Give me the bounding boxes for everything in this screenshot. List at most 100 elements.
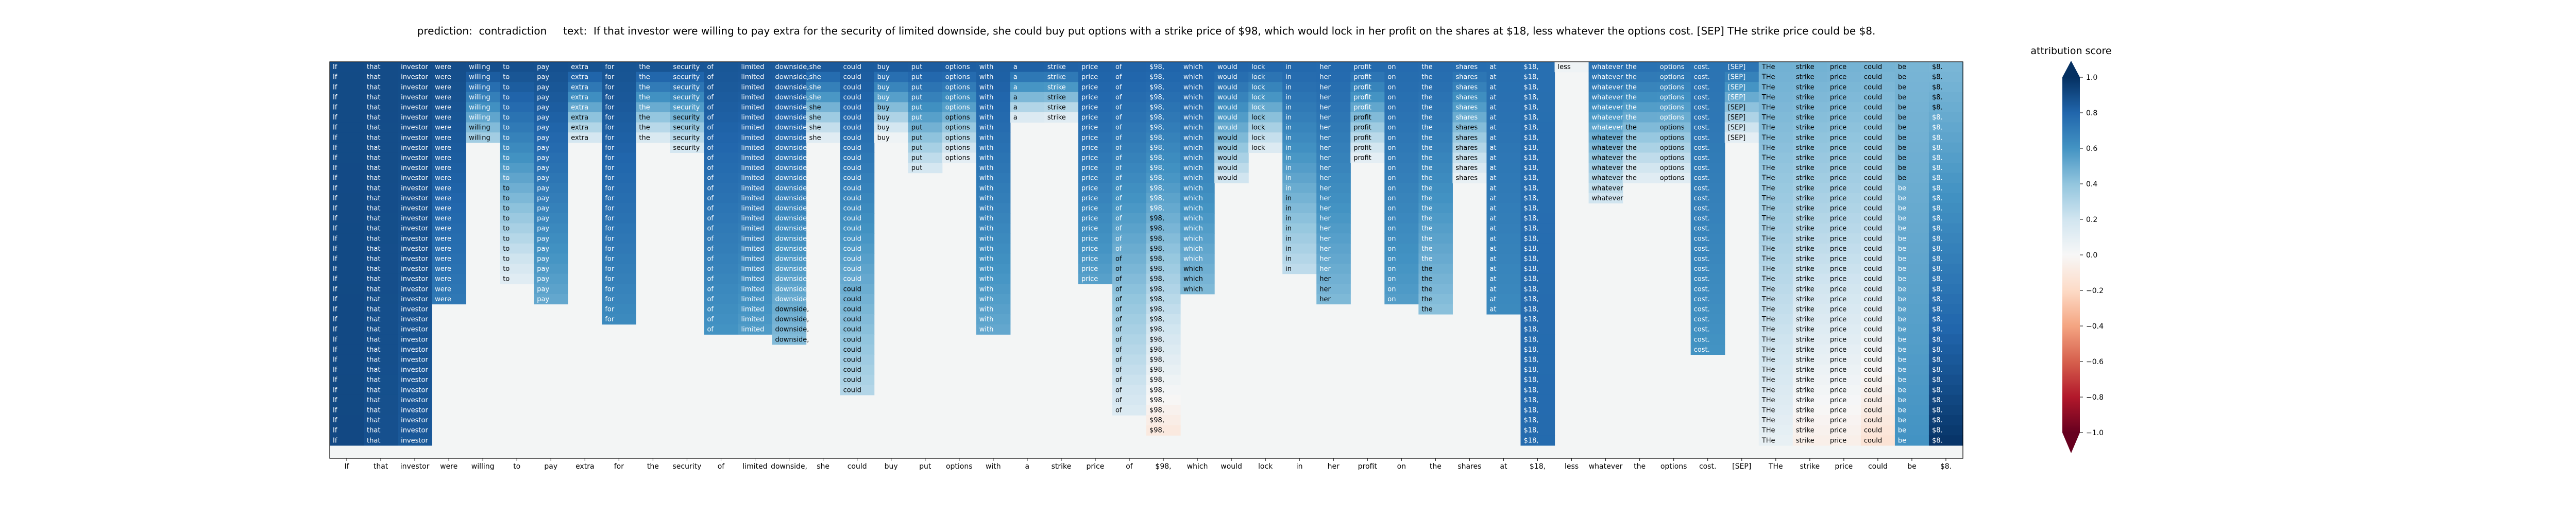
cell-token-label: could bbox=[843, 366, 861, 374]
heatmap-cell bbox=[398, 203, 432, 214]
cell-token-label: If bbox=[333, 265, 337, 273]
cell-token-label: could bbox=[1864, 144, 1882, 152]
cell-token-label: would bbox=[1217, 104, 1238, 112]
heatmap-cell bbox=[738, 173, 773, 183]
cell-token-label: THe bbox=[1761, 407, 1775, 415]
heatmap-cell bbox=[330, 152, 364, 163]
cell-token-label: whatever bbox=[1592, 164, 1624, 172]
cell-token-label: could bbox=[843, 63, 861, 71]
cell-token-label: at bbox=[1489, 83, 1496, 91]
x-tick-label: THe bbox=[1768, 462, 1783, 471]
cell-token-label: limited bbox=[741, 205, 765, 213]
cell-token-label: downside, bbox=[775, 63, 809, 71]
cell-token-label: the bbox=[1626, 104, 1637, 112]
cell-token-label: strike bbox=[1796, 276, 1815, 283]
heatmap-cell bbox=[330, 82, 364, 93]
cell-token-label: which bbox=[1183, 215, 1203, 222]
cell-token-label: the bbox=[1421, 276, 1432, 283]
cell-token-label: $8. bbox=[1932, 235, 1943, 243]
cell-token-label: with bbox=[979, 276, 994, 283]
heatmap-cell bbox=[602, 314, 636, 325]
cell-token-label: were bbox=[435, 104, 451, 112]
x-tick-label: security bbox=[672, 462, 701, 471]
cell-token-label: $18, bbox=[1523, 114, 1538, 122]
cell-token-label: at bbox=[1489, 296, 1496, 303]
cell-token-label: the bbox=[1421, 175, 1432, 182]
cell-token-label: limited bbox=[741, 63, 765, 71]
cell-token-label: the bbox=[1626, 124, 1637, 132]
cell-token-label: THe bbox=[1761, 164, 1775, 172]
heatmap-cell bbox=[330, 394, 364, 405]
cell-token-label: the bbox=[1421, 154, 1432, 162]
cell-token-label: at bbox=[1489, 276, 1496, 283]
cell-token-label: could bbox=[1864, 225, 1882, 233]
cell-token-label: the bbox=[1421, 235, 1432, 243]
cell-token-label: she bbox=[809, 114, 821, 122]
heatmap-cell bbox=[432, 62, 466, 73]
cell-token-label: cost. bbox=[1694, 94, 1710, 101]
cell-token-label: the bbox=[639, 134, 650, 142]
cell-token-label: $98, bbox=[1149, 376, 1164, 384]
cell-token-label: price bbox=[1830, 63, 1846, 71]
heatmap-cell bbox=[330, 132, 364, 143]
cell-token-label: buy bbox=[877, 83, 890, 91]
heatmap-cell bbox=[738, 314, 773, 325]
cell-token-label: security bbox=[673, 104, 700, 112]
heatmap-cell bbox=[840, 365, 875, 375]
heatmap-cell bbox=[772, 304, 807, 315]
heatmap-cell bbox=[364, 294, 398, 304]
cell-token-label: $98, bbox=[1149, 215, 1164, 222]
cell-token-label: extra bbox=[571, 134, 588, 142]
chart-title: prediction: contradiction text: If that … bbox=[330, 0, 1963, 62]
cell-token-label: at bbox=[1489, 164, 1496, 172]
cell-token-label: THe bbox=[1761, 346, 1775, 354]
cell-token-label: were bbox=[435, 74, 451, 81]
heatmap-cell bbox=[908, 142, 943, 153]
cell-token-label: be bbox=[1898, 356, 1906, 364]
cell-token-label: $98, bbox=[1149, 63, 1164, 71]
cell-token-label: pay bbox=[537, 94, 549, 101]
cell-token-label: downside, bbox=[775, 195, 809, 202]
cell-token-label: on bbox=[1387, 225, 1396, 233]
heatmap-cell bbox=[772, 243, 807, 254]
cell-token-label: shares bbox=[1455, 164, 1478, 172]
cell-token-label: of bbox=[1115, 245, 1122, 253]
cell-token-label: downside, bbox=[775, 296, 809, 303]
heatmap-cell bbox=[670, 72, 705, 82]
cell-token-label: lock bbox=[1251, 104, 1265, 112]
cell-token-label: price bbox=[1081, 225, 1098, 233]
cell-token-label: pay bbox=[537, 225, 549, 233]
colorbar-tick-label: −0.4 bbox=[2086, 322, 2104, 331]
cell-token-label: whatever bbox=[1592, 63, 1624, 71]
cell-token-label: at bbox=[1489, 205, 1496, 213]
cell-token-label: pay bbox=[537, 265, 549, 273]
cell-token-label: would bbox=[1217, 83, 1238, 91]
cell-token-label: could bbox=[1864, 184, 1882, 192]
cell-token-label: limited bbox=[741, 235, 765, 243]
cell-token-label: to bbox=[503, 164, 510, 172]
cell-token-label: investor bbox=[401, 94, 428, 101]
cell-token-label: price bbox=[1830, 74, 1846, 81]
cell-token-label: be bbox=[1898, 74, 1906, 81]
cell-token-label: put bbox=[911, 124, 923, 132]
cell-token-label: the bbox=[1421, 215, 1432, 222]
cell-token-label: THe bbox=[1761, 326, 1775, 334]
x-tick-label: $18, bbox=[1530, 462, 1546, 471]
cell-token-label: cost. bbox=[1694, 184, 1710, 192]
cell-token-label: price bbox=[1081, 94, 1098, 101]
cell-token-label: $98, bbox=[1149, 417, 1164, 424]
cell-token-label: pay bbox=[537, 124, 549, 132]
cell-token-label: THe bbox=[1761, 205, 1775, 213]
colorbar-bottom-extension bbox=[2062, 433, 2080, 453]
x-tick-label: willing bbox=[471, 462, 495, 471]
cell-token-label: would bbox=[1217, 63, 1238, 71]
cell-token-label: in bbox=[1285, 205, 1292, 213]
cell-token-label: cost. bbox=[1694, 83, 1710, 91]
cell-token-label: were bbox=[435, 63, 451, 71]
cell-token-label: put bbox=[911, 114, 923, 122]
cell-token-label: $98, bbox=[1149, 356, 1164, 364]
cell-token-label: to bbox=[503, 184, 510, 192]
cell-token-label: If bbox=[333, 296, 337, 303]
cell-token-label: downside, bbox=[775, 114, 809, 122]
cell-token-label: of bbox=[1115, 235, 1122, 243]
